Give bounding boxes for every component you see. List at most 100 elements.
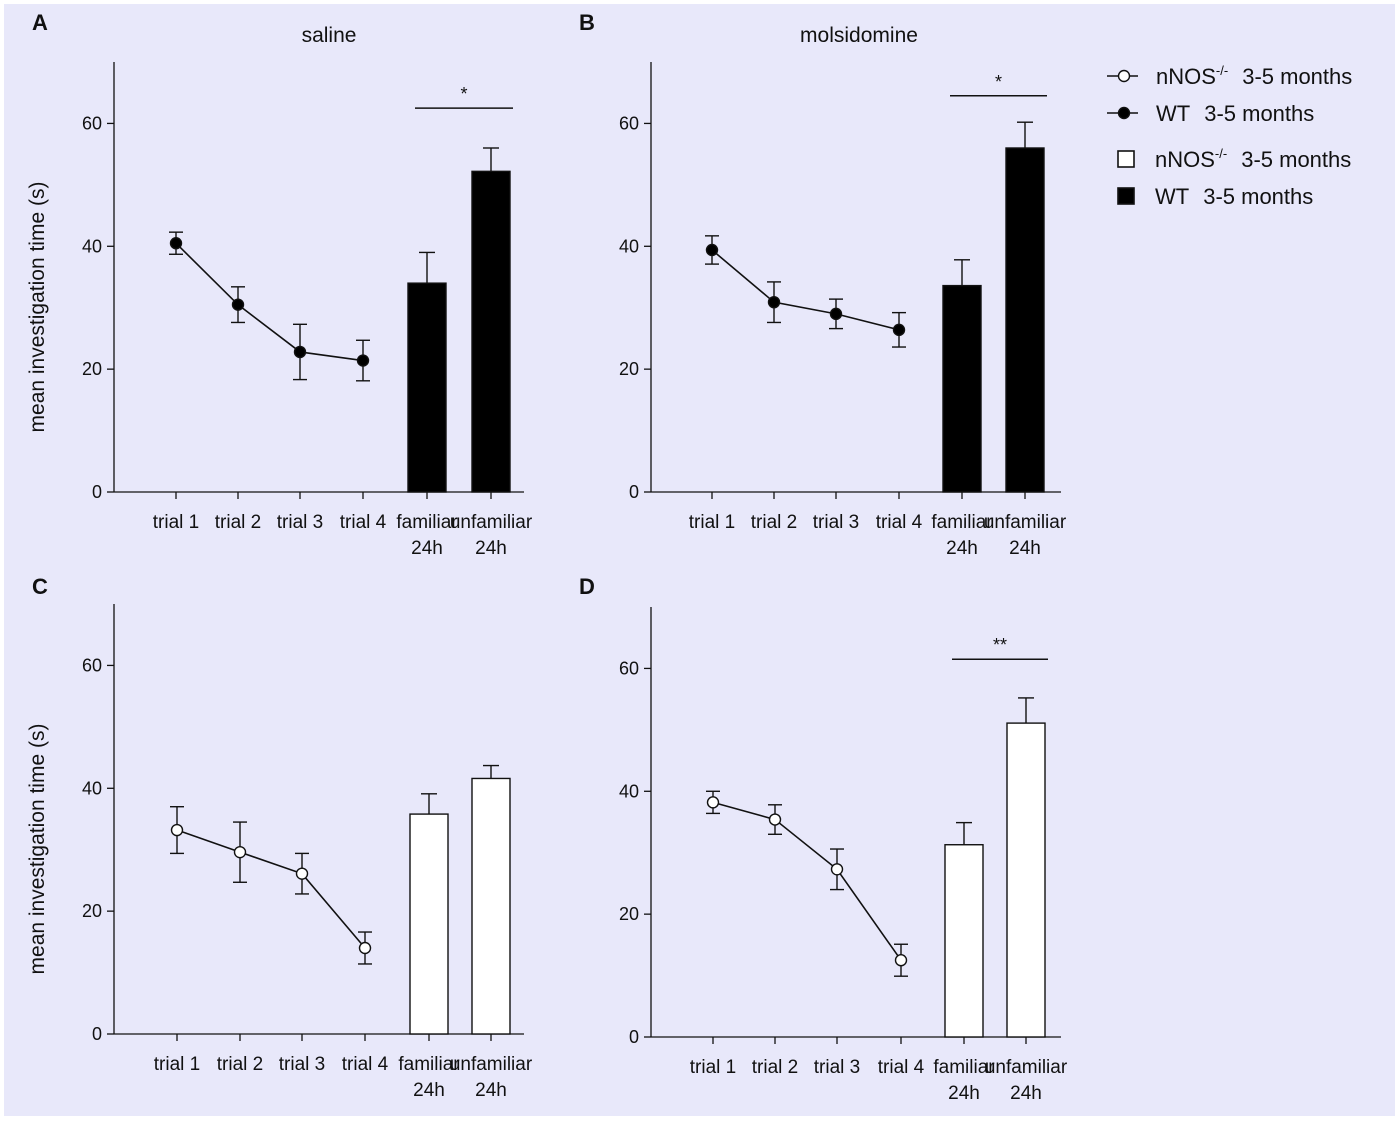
data-point	[894, 954, 908, 967]
y-tick-label: 60	[619, 658, 639, 678]
x-tick-label: 24h	[1009, 538, 1041, 559]
y-tick-label: 40	[619, 781, 639, 801]
legend-item: WT 3-5 months	[1107, 101, 1314, 126]
bar	[1005, 147, 1045, 493]
panel-letter: D	[579, 574, 595, 599]
x-tick-label: trial 4	[876, 512, 923, 533]
data-point	[705, 243, 719, 257]
legend-group-name: nNOS	[1156, 64, 1216, 89]
y-tick-label: 20	[619, 359, 639, 379]
y-axis-label: mean investigation time (s)	[26, 724, 49, 975]
x-tick-label: familiar	[933, 1057, 995, 1078]
x-tick-label: trial 2	[215, 512, 261, 533]
legend-swatch	[1117, 150, 1135, 168]
legend-group-name: WT	[1156, 101, 1190, 126]
y-tick-label: 0	[629, 1027, 639, 1047]
x-tick-label: trial 4	[878, 1057, 925, 1078]
data-point	[892, 323, 906, 337]
panel-d: D 0 20 40 60 trial 1 trial 2 trial 3 trial 4 fami…	[579, 574, 1068, 1104]
significance-label: **	[993, 635, 1007, 655]
panel-c: C 0 20 40 60 mean investigation time (s) trial…	[26, 574, 533, 1101]
legend-group-name: WT	[1155, 184, 1189, 209]
x-tick-label: trial 1	[690, 1057, 736, 1078]
data-point	[231, 298, 245, 311]
data-point	[233, 845, 247, 859]
panel-title: saline	[302, 24, 357, 47]
data-point	[169, 237, 183, 250]
series-line	[175, 242, 364, 362]
y-tick-label: 0	[629, 482, 639, 502]
legend-marker	[1117, 106, 1131, 120]
data-point	[830, 863, 844, 876]
y-tick-label: 0	[92, 1024, 102, 1044]
y-tick-label: 20	[619, 904, 639, 924]
legend-marker	[1117, 69, 1131, 83]
x-tick-label: 24h	[413, 1080, 445, 1101]
data-point	[356, 354, 370, 367]
x-tick-label: trial 3	[814, 1057, 860, 1078]
x-tick-label: trial 3	[277, 512, 323, 533]
x-tick-label: 24h	[475, 538, 507, 559]
x-tick-label: unfamiliar	[450, 512, 533, 533]
x-tick-label: unfamiliar	[450, 1054, 533, 1075]
data-point	[295, 867, 309, 880]
x-tick-label: 24h	[1010, 1083, 1042, 1104]
y-tick-label: 60	[82, 655, 102, 675]
data-point	[293, 345, 307, 359]
legend-label: WT 3-5 months	[1155, 184, 1313, 209]
bar	[471, 777, 511, 1035]
legend-superscript: -/-	[1215, 146, 1227, 161]
bar	[944, 844, 984, 1038]
x-tick-label: unfamiliar	[985, 1057, 1068, 1078]
legend-superscript: -/-	[1216, 63, 1228, 78]
legend-age: 3-5 months	[1241, 147, 1351, 172]
panel-letter: B	[579, 10, 595, 35]
x-tick-label: 24h	[411, 538, 443, 559]
panel-letter: A	[32, 10, 48, 35]
x-tick-label: trial 1	[154, 1054, 200, 1075]
legend-age: 3-5 months	[1204, 101, 1314, 126]
x-tick-label: trial 1	[153, 512, 199, 533]
legend-item: nNOS-/- 3-5 months	[1107, 63, 1352, 89]
x-tick-label: trial 3	[279, 1054, 325, 1075]
legend-label: WT 3-5 months	[1156, 101, 1314, 126]
significance-label: *	[995, 72, 1002, 92]
series-line	[176, 829, 366, 949]
y-tick-label: 40	[619, 236, 639, 256]
bar	[1006, 722, 1046, 1038]
y-axis-label: mean investigation time (s)	[26, 182, 49, 433]
x-tick-label: trial 2	[217, 1054, 263, 1075]
x-tick-label: 24h	[946, 538, 978, 559]
x-tick-label: familiar	[398, 1054, 460, 1075]
significance-label: *	[460, 84, 467, 104]
y-tick-label: 40	[82, 778, 102, 798]
data-point	[706, 796, 720, 809]
legend-swatch	[1117, 187, 1135, 205]
x-tick-label: 24h	[475, 1080, 507, 1101]
y-tick-label: 40	[82, 236, 102, 256]
legend-age: 3-5 months	[1242, 64, 1352, 89]
panel-title: molsidomine	[800, 24, 918, 47]
x-tick-label: trial 2	[751, 512, 797, 533]
legend-item: WT 3-5 months	[1117, 184, 1313, 209]
x-tick-label: unfamiliar	[984, 512, 1067, 533]
x-tick-label: familiar	[931, 512, 993, 533]
data-point	[829, 307, 843, 321]
legend-label: nNOS-/- 3-5 months	[1155, 146, 1351, 172]
bar	[409, 813, 449, 1035]
bar	[407, 282, 447, 493]
y-tick-label: 60	[82, 113, 102, 133]
y-tick-label: 20	[82, 901, 102, 921]
x-tick-label: trial 1	[689, 512, 735, 533]
series-line	[711, 249, 900, 331]
y-tick-label: 20	[82, 359, 102, 379]
data-point	[767, 295, 781, 309]
x-tick-label: trial 4	[340, 512, 387, 533]
x-tick-label: trial 4	[342, 1054, 389, 1075]
data-point	[170, 823, 184, 837]
